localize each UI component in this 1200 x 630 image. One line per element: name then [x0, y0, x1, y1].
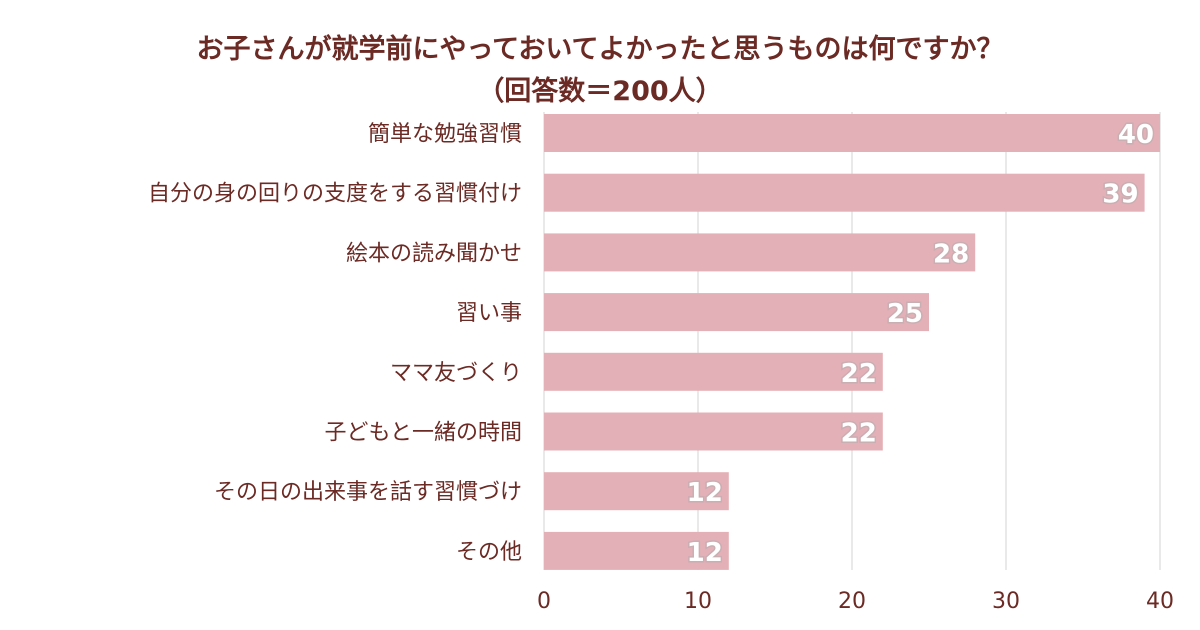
category-label-7: その他: [456, 540, 522, 565]
bar-2: [544, 233, 976, 272]
x-tick-label-4: 40: [1146, 589, 1174, 614]
category-labels: 簡単な勉強習慣自分の身の回りの支度をする習慣付け絵本の読み聞かせ習い事ママ友づく…: [148, 122, 522, 565]
data-label-0: 40: [1118, 120, 1154, 150]
chart-title: お子さんが就学前にやっておいてよかったと思うものは何ですか？: [196, 33, 1003, 65]
x-tick-label-3: 30: [992, 589, 1020, 614]
category-label-2: 絵本の読み聞かせ: [346, 241, 522, 266]
data-label-2: 28: [933, 239, 969, 269]
bar-6: [544, 472, 729, 511]
category-label-3: 習い事: [456, 301, 522, 326]
bar-3: [544, 293, 929, 332]
category-label-5: 子どもと一緒の時間: [324, 421, 522, 446]
bar-1: [544, 173, 1145, 212]
data-label-4: 22: [841, 359, 877, 389]
x-tick-label-1: 10: [684, 589, 712, 614]
bar-5: [544, 412, 883, 451]
category-label-1: 自分の身の回りの支度をする習慣付け: [148, 182, 522, 207]
x-tick-label-2: 20: [838, 589, 866, 614]
data-labels: 40 39 28 25 22 22 12 12: [685, 119, 1155, 570]
x-tick-label-0: 0: [537, 589, 551, 614]
bar-4: [544, 352, 883, 391]
bar-7: [544, 531, 729, 570]
data-label-5: 22: [841, 419, 877, 449]
chart-subtitle: （回答数＝200人）: [477, 75, 722, 107]
category-label-4: ママ友づくり: [390, 361, 522, 386]
data-label-3: 25: [887, 299, 923, 329]
bar-0: [544, 114, 1160, 152]
data-label-7: 12: [687, 538, 723, 568]
x-axis-ticks: 0 10 20 30 40: [537, 589, 1174, 614]
data-label-6: 12: [687, 478, 723, 508]
data-label-1: 39: [1102, 180, 1138, 210]
bars: [544, 114, 1160, 570]
category-label-0: 簡単な勉強習慣: [368, 122, 522, 147]
category-label-6: その日の出来事を話す習慣づけ: [214, 480, 522, 505]
